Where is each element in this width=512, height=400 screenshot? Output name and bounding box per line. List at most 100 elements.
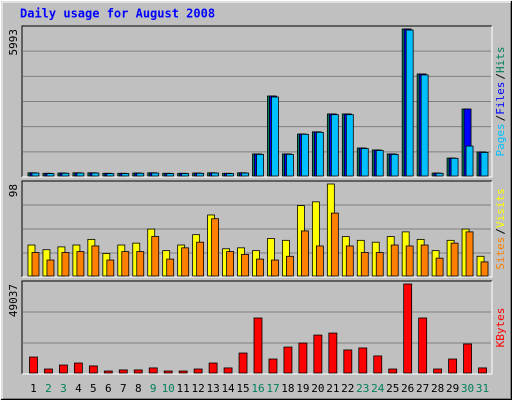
x-tick-label: 20 [311,382,324,395]
legend-entry: Files [494,82,507,115]
bar [360,252,369,277]
bar [121,173,130,177]
bar [181,173,190,177]
bar [375,150,384,177]
legend-separator: / [494,73,507,80]
bar [61,172,70,177]
legend-entry: KBytes [494,308,507,348]
x-tick-label: 23 [356,382,369,395]
bar [301,230,309,277]
bevel-dark [3,3,511,399]
x-tick-label: 27 [416,382,429,395]
bar [59,364,68,374]
bar [256,258,264,277]
bar [226,173,234,177]
bar [433,368,443,374]
bar [151,236,160,277]
bar [76,172,85,177]
x-tick-label: 24 [371,382,385,395]
legend-entry: Sites [494,237,507,270]
legend: Sites /Visits [494,188,507,270]
x-tick-label: 1 [30,382,37,395]
bar [388,368,398,374]
bar [286,154,294,177]
bar [136,251,145,277]
bar [196,241,205,277]
bar [301,133,309,177]
y-tick-label: 49037 [7,284,20,317]
panel-edge [21,280,492,374]
bar [435,172,444,177]
bar [241,172,249,177]
bar [61,252,70,277]
bar [148,367,158,374]
y-tick-label: 5993 [7,29,20,56]
bar [106,173,115,177]
bar [181,247,190,277]
bar [375,252,384,277]
bar [465,231,474,277]
bar [420,74,429,177]
bar [31,172,40,177]
x-tick-label: 6 [105,382,112,395]
x-tick-label: 16 [251,382,264,395]
bar [286,255,294,277]
chart-title: Daily usage for August 2008 [20,7,215,21]
bar [405,29,414,177]
x-tick-label: 4 [75,382,82,395]
bar [193,368,203,374]
bar [315,131,324,177]
bar [330,212,339,277]
y-tick-label: 98 [7,184,20,197]
bar [313,334,323,374]
bar [133,369,143,374]
bar [241,254,249,277]
bar [328,332,338,374]
bar [256,154,264,177]
bar [358,347,368,374]
bar [418,317,428,374]
bar [103,370,113,374]
x-tick-label: 19 [296,382,309,395]
legend-entry: Visits [494,188,507,228]
x-tick-label: 30 [461,382,474,395]
bar [311,201,320,277]
bar [271,259,279,277]
x-tick-label: 21 [326,382,339,395]
x-tick-label: 10 [162,382,175,395]
x-tick-label: 17 [266,382,279,395]
legend-separator: / [494,228,507,235]
bar [478,367,487,374]
x-tick-label: 3 [60,382,67,395]
bar [390,244,399,277]
bar [88,365,98,374]
bar [211,218,219,277]
legend-entry: Pages [494,123,507,156]
x-tick-label: 15 [236,382,249,395]
x-tick-label: 28 [431,382,444,395]
bar [238,352,248,374]
bar [178,370,188,374]
bar [360,148,369,177]
bar [136,172,145,177]
x-tick-label: 25 [386,382,399,395]
bar [46,259,55,277]
x-tick-label: 5 [90,382,97,395]
x-tick-label: 13 [206,382,219,395]
x-tick-label: 29 [446,382,459,395]
bar [267,238,275,277]
x-tick-label: 11 [177,382,190,395]
bar [420,244,429,277]
bar [106,259,115,277]
legend-separator: / [494,115,507,122]
bar [31,252,40,277]
bar [166,173,175,177]
bar [343,349,353,374]
bar [163,370,173,374]
bar [480,152,489,177]
panel-edge [21,180,492,277]
